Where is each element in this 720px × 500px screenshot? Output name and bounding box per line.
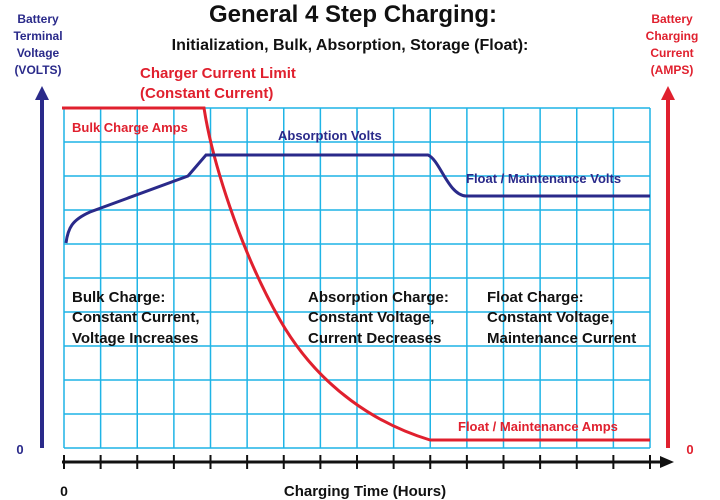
phase-label: Absorption Charge: [308, 289, 449, 306]
current-curve [62, 106, 650, 442]
title: General 4 Step Charging: [209, 1, 497, 28]
right-axis-label-line: Charging [646, 29, 699, 43]
phase-label: Bulk Charge: [72, 289, 165, 306]
phase-label: Voltage Increases [72, 330, 198, 347]
phase-label: Constant Voltage, [308, 309, 434, 326]
left-axis-label-line: (VOLTS) [14, 63, 61, 77]
right-zero: 0 [686, 442, 693, 457]
left-axis-arrow [35, 86, 49, 100]
left-axis-label-line: Terminal [13, 29, 62, 43]
bulk-amps-label: Bulk Charge Amps [72, 120, 188, 135]
phase-labels: Bulk Charge: Constant Current, Voltage I… [72, 289, 636, 347]
phase-label: Constant Voltage, [487, 309, 613, 326]
voltage-curve [64, 153, 650, 244]
x-zero: 0 [60, 483, 68, 499]
right-axis-label-line: Battery [651, 12, 693, 26]
right-axis-label-line: (AMPS) [651, 63, 694, 77]
x-axis-ticks [63, 455, 651, 469]
float-volts-label: Float / Maintenance Volts [466, 171, 621, 186]
float-amps-label: Float / Maintenance Amps [458, 419, 618, 434]
phase-label: Float Charge: [487, 289, 584, 306]
right-axis-label-line: Current [650, 46, 693, 60]
phase-label: Maintenance Current [487, 330, 636, 347]
phase-label: Current Decreases [308, 330, 441, 347]
right-axis-arrow [661, 86, 675, 100]
current-limit-label: (Constant Current) [140, 85, 273, 102]
left-axis-label: Battery Terminal Voltage (VOLTS) [13, 12, 62, 77]
phase-label: Constant Current, [72, 309, 200, 326]
x-axis-arrow [660, 456, 674, 468]
grid [63, 107, 651, 449]
left-zero: 0 [16, 442, 23, 457]
x-axis-label: Charging Time (Hours) [284, 483, 446, 500]
left-axis-label-line: Battery [17, 12, 59, 26]
current-limit-label: Charger Current Limit [140, 65, 296, 82]
left-axis-label-line: Voltage [17, 46, 60, 60]
subtitle: Initialization, Bulk, Absorption, Storag… [172, 37, 529, 54]
right-axis-label: Battery Charging Current (AMPS) [646, 12, 699, 77]
absorption-volts-label: Absorption Volts [278, 128, 382, 143]
